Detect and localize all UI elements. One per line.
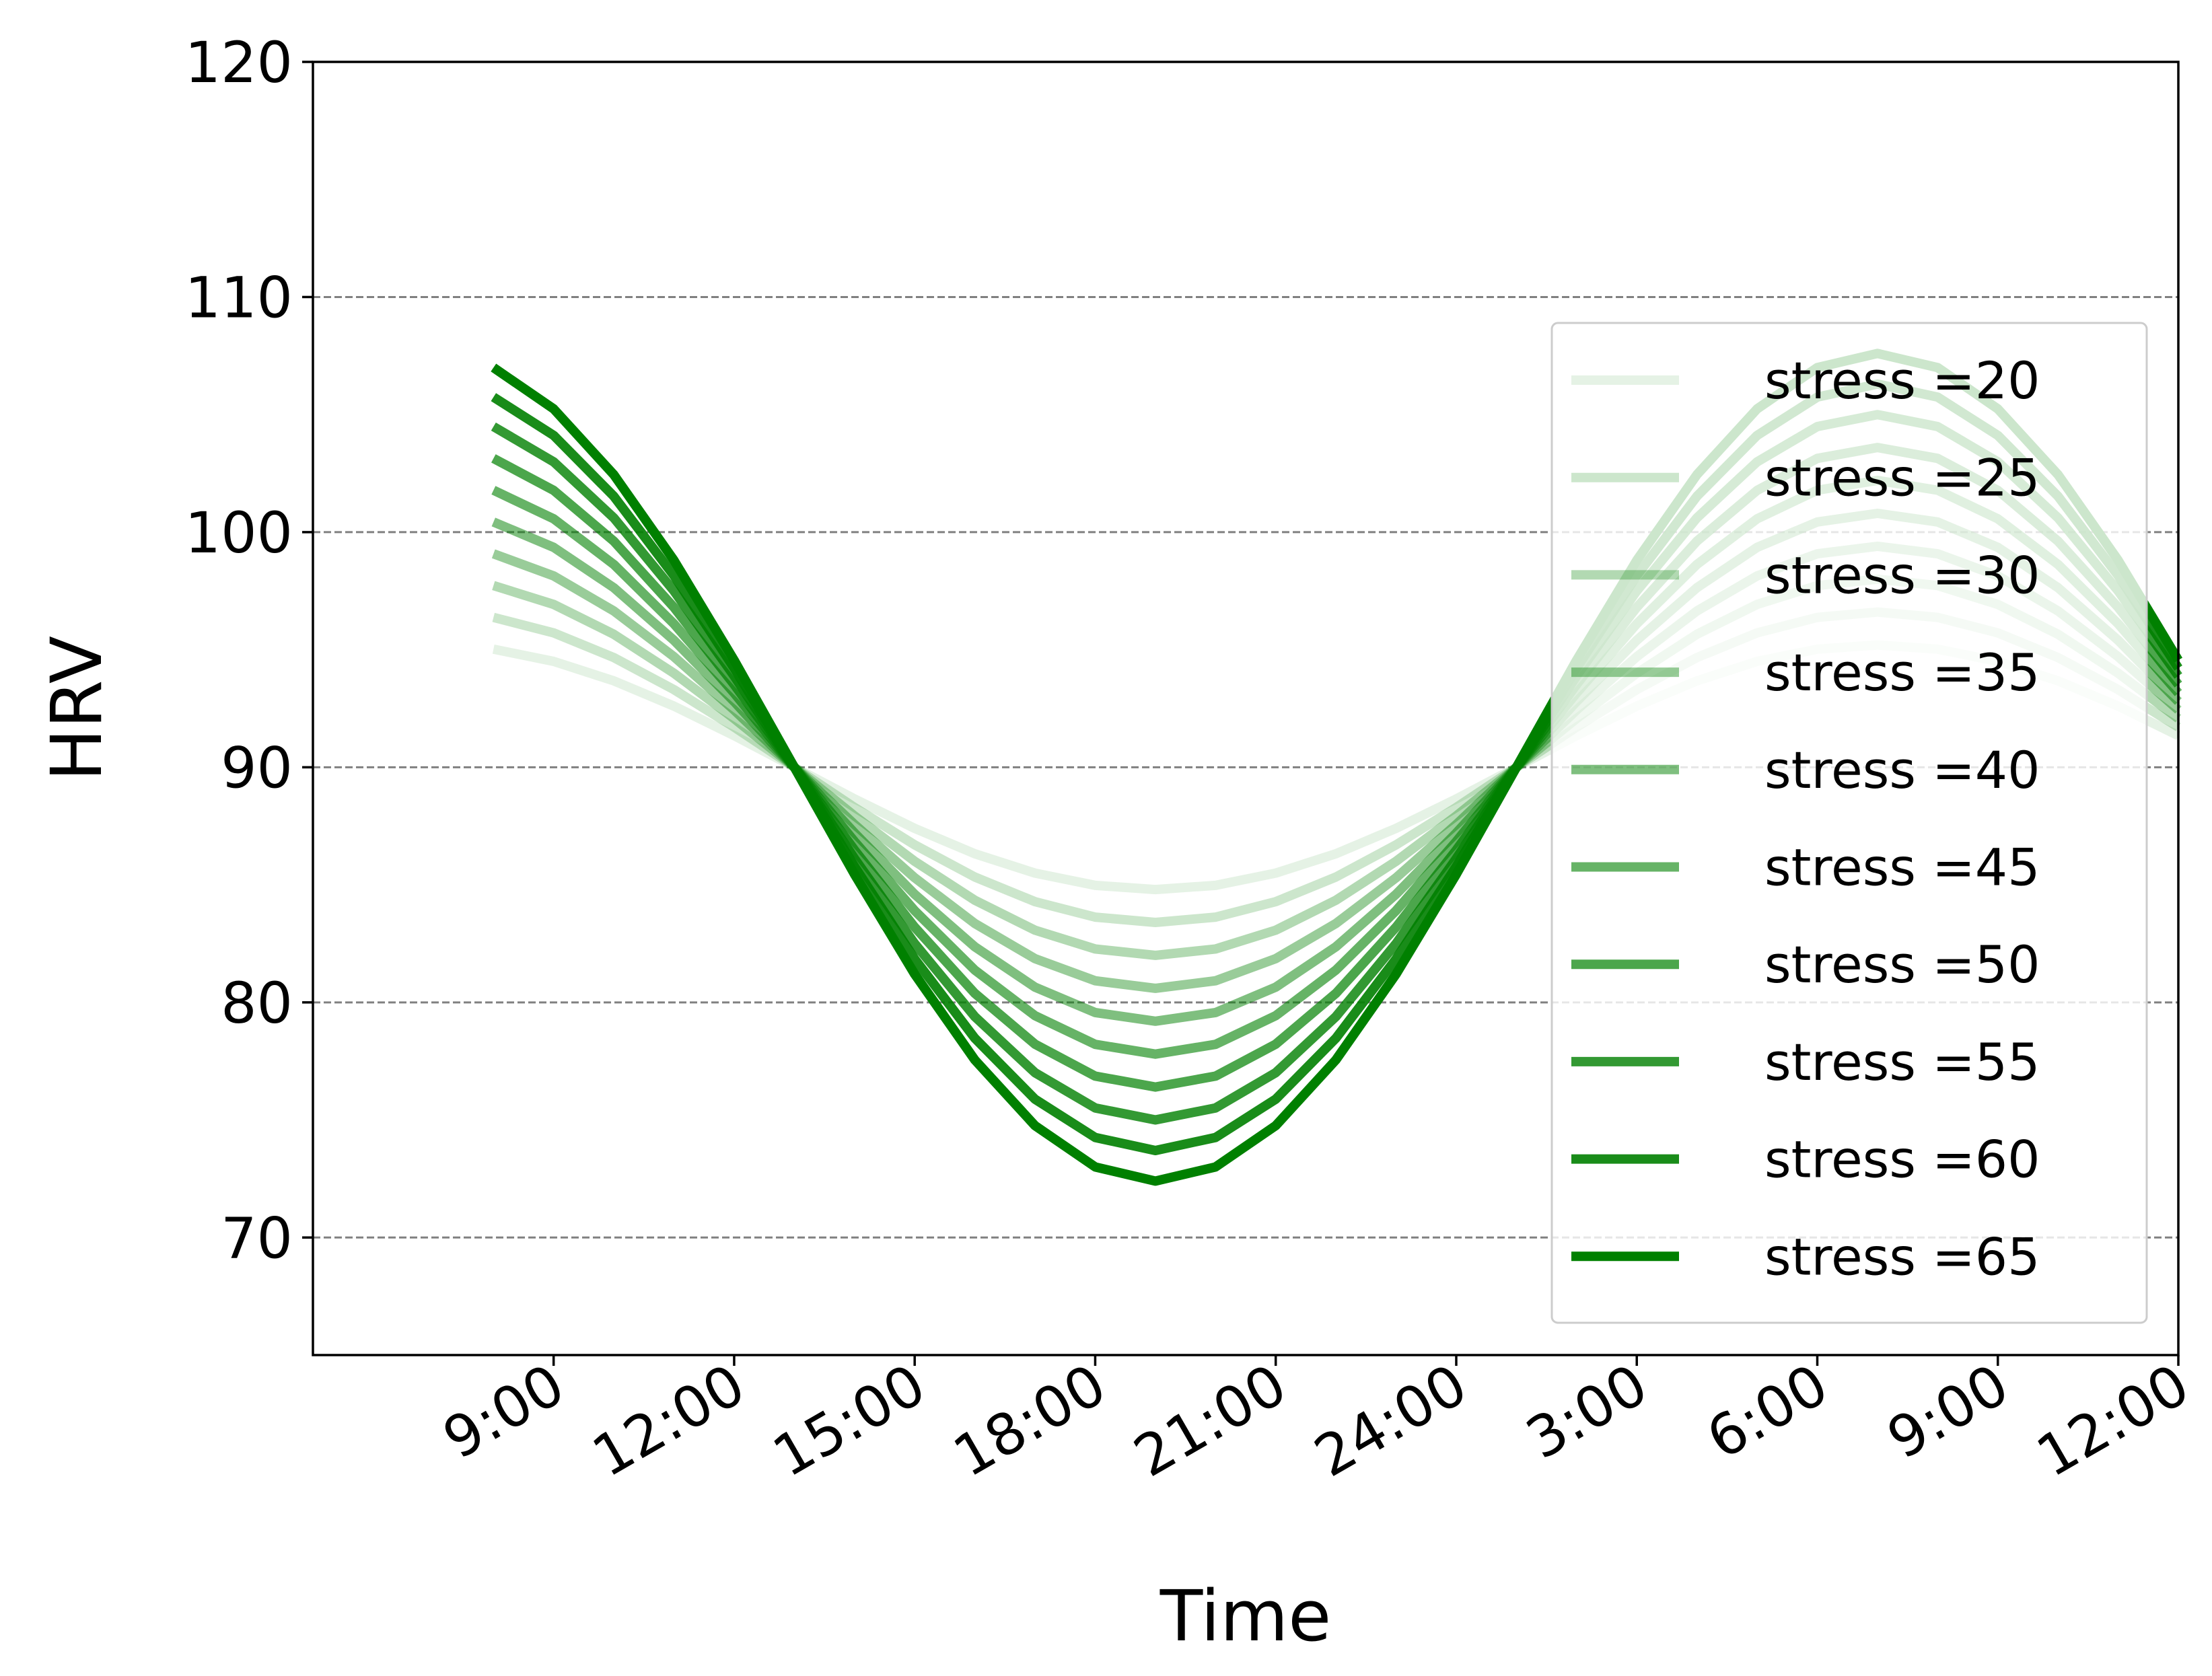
legend-box: [1550, 322, 2148, 1324]
y-axis: 70 80 90 100 110 120: [185, 30, 313, 1271]
y-tick-label: 110: [185, 264, 293, 330]
legend-entry: stress =55: [1764, 1032, 2040, 1092]
x-tick-label: 9:00: [432, 1351, 575, 1471]
x-axis-label: Time: [1159, 1575, 1332, 1657]
x-tick-label: 6:00: [1696, 1351, 1839, 1471]
x-tick-label: 15:00: [762, 1351, 937, 1490]
legend-entry: stress =30: [1764, 545, 2040, 605]
legend-entry: stress =35: [1764, 643, 2040, 702]
x-tick-label: 12:00: [2026, 1351, 2200, 1490]
x-tick-label: 3:00: [1515, 1351, 1658, 1471]
legend-entry: stress =65: [1764, 1227, 2040, 1286]
legend: stress =20 stress =25 stress =30 stress =35…: [1550, 322, 2148, 1324]
x-axis: 9:00 12:00 15:00 18:00 21:00 24:00 3:00 6:00 9:0…: [432, 1351, 2200, 1490]
y-tick-label: 80: [221, 970, 293, 1036]
y-axis-label: HRV: [36, 636, 118, 781]
y-tick-label: 70: [221, 1205, 293, 1271]
x-tick-label: 9:00: [1876, 1351, 2019, 1471]
legend-entry: stress =50: [1764, 935, 2040, 994]
legend-entry: stress =60: [1764, 1130, 2040, 1190]
x-tick-label: 12:00: [581, 1351, 756, 1490]
y-tick-label: 100: [185, 500, 293, 566]
y-tick-label: 120: [185, 30, 293, 96]
plot-area-frame: [312, 61, 2180, 1356]
legend-entry: stress =45: [1764, 838, 2040, 898]
x-tick-label: 21:00: [1123, 1351, 1297, 1490]
x-tick-label: 18:00: [943, 1351, 1117, 1490]
x-tick-label: 24:00: [1304, 1351, 1478, 1490]
legend-entry: stress =20: [1764, 351, 2040, 410]
legend-entry: stress =40: [1764, 740, 2040, 800]
y-tick-label: 90: [221, 735, 293, 801]
legend-entry: stress =25: [1764, 448, 2040, 508]
